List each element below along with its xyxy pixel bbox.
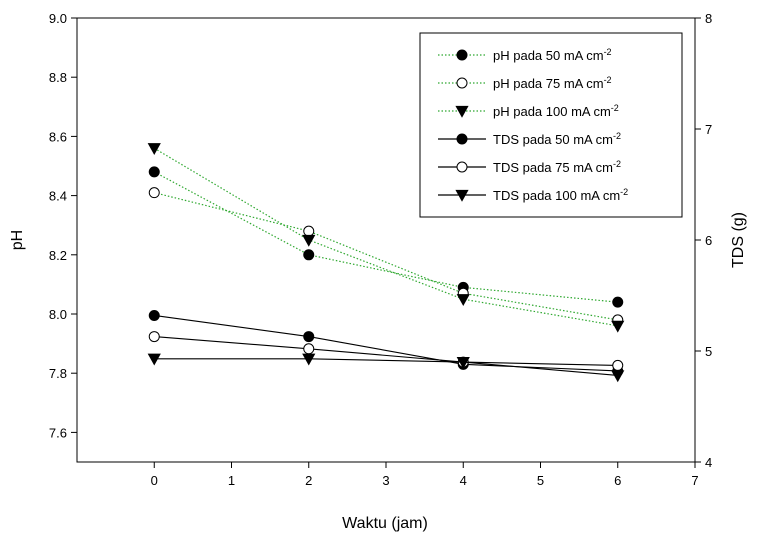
data-point-open-circle <box>303 225 315 237</box>
legend-label-text: TDS pada 50 mA cm <box>493 132 613 147</box>
legend-label-superscript: -2 <box>613 159 621 169</box>
data-point-open-circle <box>303 343 315 355</box>
series-6 <box>147 353 625 383</box>
series-line <box>154 314 618 372</box>
x-tick-label: 7 <box>691 473 698 488</box>
legend-label-text: TDS pada 75 mA cm <box>493 160 613 175</box>
legend-label: pH pada 50 mA cm-2 <box>493 47 612 63</box>
data-point-open-circle <box>612 359 624 371</box>
y2-tick-label: 4 <box>705 455 712 470</box>
legend-label-text: pH pada 50 mA cm <box>493 48 604 63</box>
legend-label: TDS pada 50 mA cm-2 <box>493 131 621 147</box>
y-tick-label: 8.6 <box>49 129 67 144</box>
data-point-triangle <box>147 353 161 366</box>
series-line <box>154 358 618 376</box>
data-point-triangle <box>455 189 469 202</box>
y-tick-label: 8.0 <box>49 307 67 322</box>
legend-label-text: TDS pada 100 mA cm <box>493 188 620 203</box>
y2-tick-label: 8 <box>705 11 712 26</box>
x-tick-label: 0 <box>151 473 158 488</box>
data-point-triangle <box>611 320 625 333</box>
y-tick-label: 7.8 <box>49 366 67 381</box>
y-tick-label: 8.2 <box>49 248 67 263</box>
y-tick-label: 9.0 <box>49 11 67 26</box>
y2-tick-label: 7 <box>705 122 712 137</box>
legend-label: pH pada 100 mA cm-2 <box>493 103 619 119</box>
data-point-filled-circle <box>303 331 315 343</box>
x-axis: 0 1 2 3 4 5 6 7 <box>151 462 699 488</box>
data-point-triangle <box>456 357 470 369</box>
series-line <box>154 336 618 366</box>
legend-label-superscript: -2 <box>611 103 619 113</box>
data-point-triangle <box>147 143 161 156</box>
y-axis-title: pH <box>9 230 26 250</box>
series-line <box>154 192 618 321</box>
y2-axis-title: TDS (g) <box>730 212 747 268</box>
x-tick-label: 5 <box>537 473 544 488</box>
y-axis-left: 7.6 7.8 8.0 8.2 8.4 8.6 8.8 9.0 <box>49 11 77 440</box>
legend-label-superscript: -2 <box>604 75 612 85</box>
legend-label-superscript: -2 <box>620 187 628 197</box>
legend-label-text: pH pada 100 mA cm <box>493 104 611 119</box>
series-5 <box>148 331 624 371</box>
data-point-filled-circle <box>303 249 315 261</box>
x-tick-label: 3 <box>382 473 389 488</box>
legend-label: TDS pada 75 mA cm-2 <box>493 159 621 175</box>
series-line <box>153 147 618 327</box>
data-point-triangle <box>302 234 316 247</box>
x-axis-title: Waktu (jam) <box>342 515 428 532</box>
y2-tick-label: 6 <box>705 233 712 248</box>
legend: pH pada 50 mA cm-2pH pada 75 mA cm-2pH p… <box>419 32 683 218</box>
legend-label-text: pH pada 75 mA cm <box>493 76 604 91</box>
data-point-open-circle <box>148 331 160 343</box>
data-point-open-circle <box>456 77 468 89</box>
data-point-filled-circle <box>456 133 468 145</box>
y-tick-label: 8.4 <box>49 189 67 204</box>
data-point-filled-circle <box>148 166 160 178</box>
y-tick-label: 7.6 <box>49 425 67 440</box>
y2-tick-label: 5 <box>705 344 712 359</box>
data-point-triangle <box>302 353 316 366</box>
x-tick-label: 1 <box>228 473 235 488</box>
y-axis-right: 4 5 6 7 8 <box>695 11 712 470</box>
data-point-open-circle <box>148 187 160 199</box>
data-point-filled-circle <box>456 49 468 61</box>
x-tick-label: 2 <box>305 473 312 488</box>
series-4 <box>148 309 624 377</box>
series-line <box>153 171 618 303</box>
x-tick-label: 6 <box>614 473 621 488</box>
data-point-triangle <box>611 370 625 383</box>
legend-box <box>419 32 683 218</box>
legend-label: TDS pada 100 mA cm-2 <box>493 187 628 203</box>
series-3 <box>147 143 625 333</box>
data-point-triangle <box>456 294 470 306</box>
series-layer <box>147 143 625 383</box>
legend-label-superscript: -2 <box>604 47 612 57</box>
y-tick-label: 8.8 <box>49 70 67 85</box>
data-point-filled-circle <box>612 296 624 308</box>
x-tick-label: 4 <box>460 473 467 488</box>
data-point-filled-circle <box>148 309 160 321</box>
data-point-open-circle <box>456 161 468 173</box>
legend-label: pH pada 75 mA cm-2 <box>493 75 612 91</box>
data-point-triangle <box>455 105 469 118</box>
legend-label-superscript: -2 <box>613 131 621 141</box>
